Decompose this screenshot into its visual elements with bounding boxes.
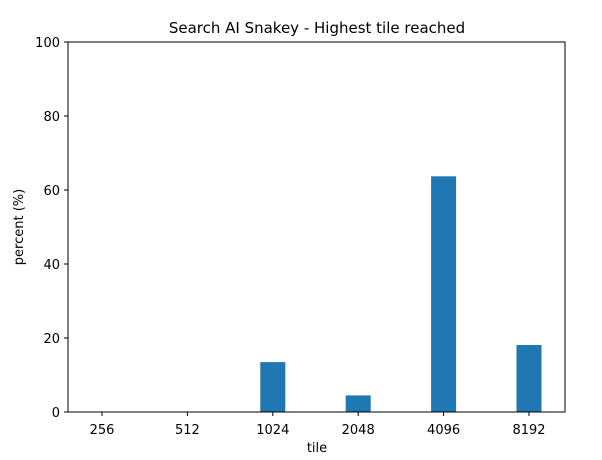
chart-title: Search AI Snakey - Highest tile reached [169,19,465,37]
x-axis-label: tile [307,441,327,456]
y-tick-label: 60 [43,184,60,199]
x-tick-label: 8192 [512,423,545,438]
y-tick-label: 40 [43,258,60,273]
bar-2048 [345,395,371,412]
x-axis-ticks: 256 512 1024 2048 4096 8192 [90,412,546,438]
bar-1024 [260,362,286,412]
x-tick-label: 2048 [342,423,375,438]
bar-4096 [431,176,457,412]
y-axis-ticks: 0 20 40 60 80 100 [35,36,68,421]
plot-area-frame [67,41,566,413]
y-tick-label: 20 [43,332,60,347]
x-tick-label: 512 [175,423,200,438]
x-tick-label: 256 [90,423,115,438]
y-tick-label: 80 [43,110,60,125]
y-tick-label: 100 [35,36,60,51]
x-tick-label: 1024 [256,423,289,438]
y-tick-label: 0 [52,406,60,421]
bar-8192 [516,345,542,412]
x-tick-label: 4096 [427,423,460,438]
y-axis-label: percent (%) [12,189,27,265]
bars-group [260,176,542,412]
